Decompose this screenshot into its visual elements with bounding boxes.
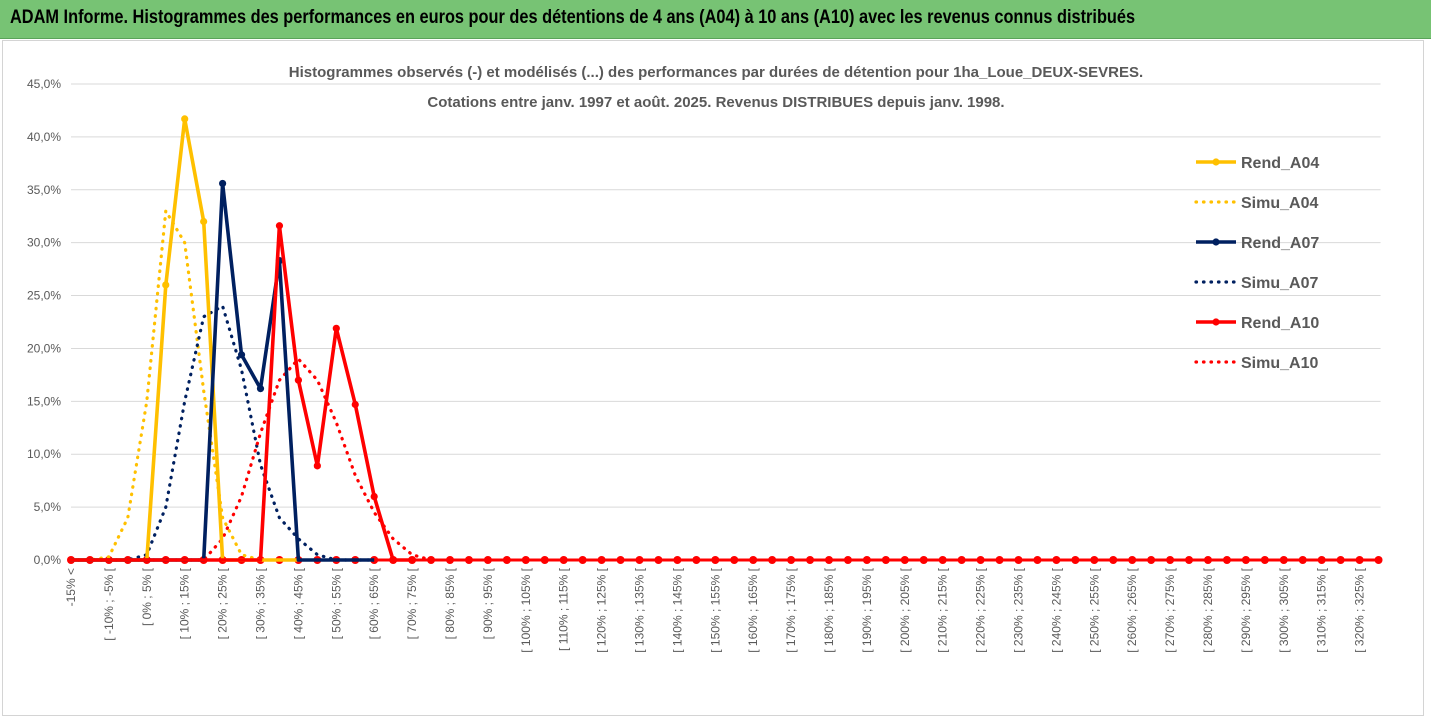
data-point-Rend_A07	[237, 351, 246, 359]
x-tick-label: [ -10% ; -5% [	[102, 567, 116, 640]
y-tick-label: 25,0%	[27, 289, 61, 303]
x-tick-label: [ 170% ; 175% [	[784, 567, 798, 652]
x-tick-label: [ 30% ; 35% [	[254, 567, 268, 639]
series-line-Simu_A07	[69, 304, 376, 562]
x-tick-label: [ 100% ; 105% [	[519, 567, 533, 652]
data-point-Rend_A10	[332, 324, 340, 332]
y-tick-label: 30,0%	[27, 236, 61, 250]
x-tick-label: [ 40% ; 45% [	[291, 567, 305, 639]
data-point-Rend_A10	[313, 462, 321, 470]
data-point-Rend_A04	[181, 115, 189, 123]
x-tick-label: [ 290% ; 295% [	[1239, 567, 1253, 652]
chart-area: Histogrammes observés (-) et modélisés (…	[2, 40, 1424, 716]
data-point-Rend_A10	[275, 222, 284, 230]
x-tick-label: [ 150% ; 155% [	[708, 567, 722, 652]
report-banner: ADAM Informe. Histogrammes des performan…	[0, 0, 1431, 39]
x-tick-label: [ 260% ; 265% [	[1125, 567, 1139, 652]
legend-label: Simu_A10	[1241, 355, 1318, 372]
legend-label: Rend_A10	[1241, 315, 1319, 332]
x-tick-label: [ 140% ; 145% [	[670, 567, 684, 652]
x-tick-label: [ 320% ; 325% [	[1353, 567, 1367, 652]
x-tick-label: [ 70% ; 75% [	[405, 567, 419, 639]
data-point-Rend_A10	[294, 376, 302, 384]
series-lines	[67, 115, 1383, 564]
data-point-Rend_A07	[219, 179, 227, 188]
y-tick-label: 5,0%	[34, 500, 62, 514]
x-tick-label: [ 120% ; 125% [	[595, 567, 609, 652]
x-tick-label: [ 240% ; 245% [	[1049, 567, 1063, 652]
y-axis-ticks: 0,0% 5,0% 10,0% 15,0% 20,0% 25,0% 30,0% 35,0% 40…	[27, 77, 61, 567]
data-point-Rend_A10	[351, 400, 359, 409]
legend-label: Rend_A07	[1241, 235, 1319, 252]
x-tick-label: -15% <	[64, 568, 78, 606]
legend-label: Simu_A04	[1241, 195, 1318, 212]
x-tick-label: [ 200% ; 205% [	[898, 567, 912, 652]
data-point-Rend_A04	[200, 217, 208, 226]
y-tick-label: 35,0%	[27, 183, 61, 197]
x-tick-label: [ 50% ; 55% [	[329, 567, 343, 639]
data-point-Rend_A07	[256, 385, 265, 393]
x-tick-label: [ 220% ; 225% [	[974, 567, 988, 652]
y-tick-label: 10,0%	[27, 447, 61, 461]
x-tick-label: [ 190% ; 195% [	[860, 567, 874, 652]
legend-label: Rend_A04	[1241, 155, 1319, 172]
chart-subtitle-line1: Histogrammes observés (-) et modélisés (…	[289, 64, 1143, 81]
series-line-Rend_A10	[71, 223, 413, 562]
x-tick-label: [ 280% ; 285% [	[1201, 567, 1215, 652]
legend: Rend_A04 Simu_A04 Rend_A07 Simu_A07 Rend_A10…	[1194, 155, 1319, 372]
y-tick-label: 0,0%	[34, 553, 62, 567]
x-axis-ticks: -15% < [ -10% ; -5% [ [ 0% ; 5% [ [ 10% ; 1…	[64, 567, 1367, 652]
legend-label: Simu_A07	[1241, 275, 1318, 292]
x-tick-label: [ 60% ; 65% [	[367, 567, 381, 639]
x-tick-label: [ 110% ; 115% [	[557, 567, 571, 651]
legend-marker	[1212, 318, 1220, 326]
y-tick-label: 45,0%	[27, 77, 61, 91]
chart-subtitle-line2: Cotations entre janv. 1997 et août. 2025…	[427, 94, 1004, 111]
x-tick-label: [ 20% ; 25% [	[216, 567, 230, 639]
x-tick-label: [ 300% ; 305% [	[1277, 567, 1291, 652]
x-tick-label: [ 130% ; 135% [	[633, 567, 647, 652]
y-tick-label: 15,0%	[27, 394, 61, 408]
y-tick-label: 40,0%	[27, 130, 61, 144]
x-tick-label: [ 250% ; 255% [	[1087, 567, 1101, 652]
x-tick-label: [ 160% ; 165% [	[746, 567, 760, 652]
x-tick-label: [ 270% ; 275% [	[1163, 567, 1177, 652]
data-point-Rend_A10	[370, 492, 378, 501]
x-tick-label: [ 0% ; 5% [	[140, 567, 154, 626]
gridlines	[71, 83, 1381, 561]
x-tick-label: [ 180% ; 185% [	[822, 567, 836, 652]
series-line-Simu_A04	[69, 209, 263, 562]
x-tick-label: [ 10% ; 15% [	[178, 567, 192, 639]
x-tick-label: [ 230% ; 235% [	[1012, 567, 1026, 652]
x-tick-label: [ 90% ; 95% [	[481, 567, 495, 639]
legend-marker	[1212, 238, 1220, 246]
x-tick-label: [ 210% ; 215% [	[936, 567, 950, 652]
legend-marker	[1212, 158, 1220, 166]
report-title: ADAM Informe. Histogrammes des performan…	[10, 7, 1136, 28]
y-tick-label: 20,0%	[27, 341, 61, 355]
data-point-Rend_A04	[162, 281, 170, 289]
x-tick-label: [ 80% ; 85% [	[443, 567, 457, 639]
series-line-Simu_A10	[69, 357, 433, 562]
x-tick-label: [ 310% ; 315% [	[1315, 567, 1329, 652]
histogram-chart: Histogrammes observés (-) et modélisés (…	[27, 64, 1383, 653]
